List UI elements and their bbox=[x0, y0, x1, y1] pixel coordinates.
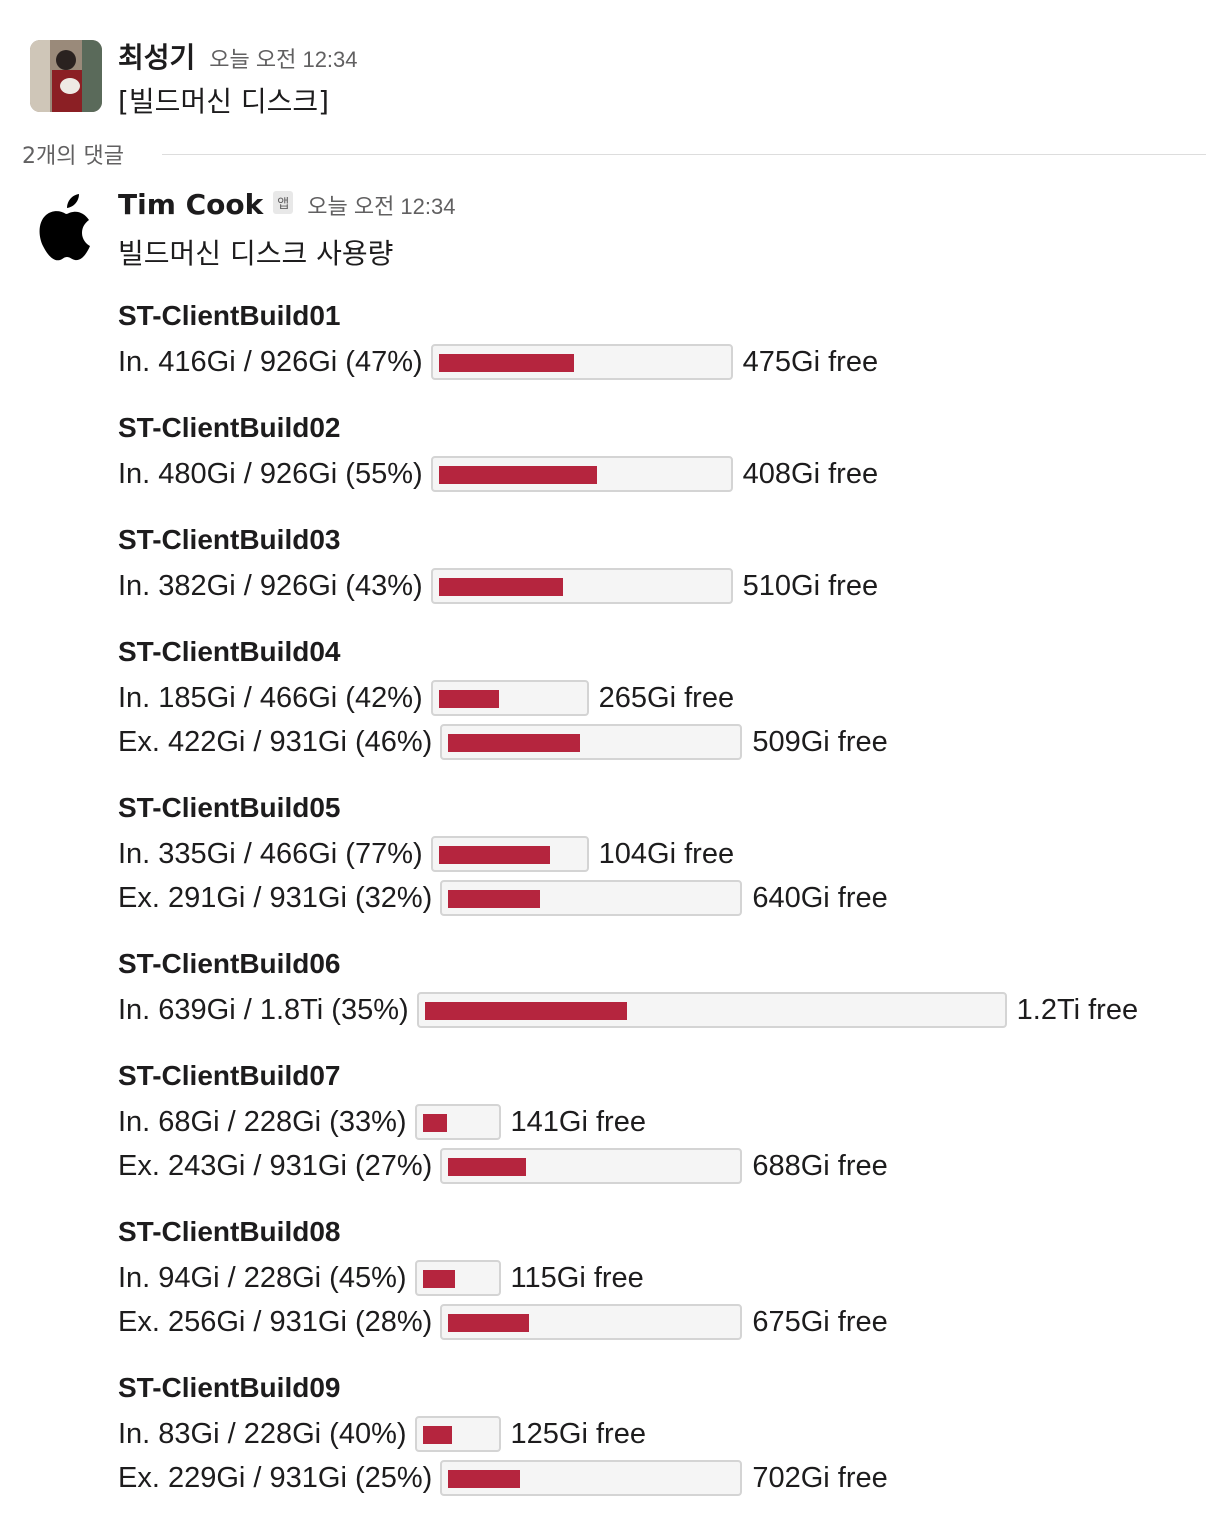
thread-divider: 2개의 댓글 bbox=[22, 138, 1206, 170]
server-name: ST-ClientBuild05 bbox=[118, 792, 341, 823]
user-avatar[interactable] bbox=[30, 40, 102, 112]
server-name: ST-ClientBuild06 bbox=[118, 948, 341, 979]
server-name: ST-ClientBuild02 bbox=[118, 412, 341, 443]
message-header: 최성기 오늘 오전 12:34 bbox=[118, 36, 358, 76]
usage-bar-fill bbox=[422, 1426, 452, 1444]
usage-bar bbox=[416, 992, 1007, 1028]
free-space-label: 688Gi free bbox=[752, 1149, 888, 1182]
disk-usage-label: Ex. 229Gi / 931Gi (25%) bbox=[118, 1461, 433, 1494]
usage-bar-fill bbox=[422, 1114, 447, 1132]
free-space-label: 125Gi free bbox=[510, 1417, 646, 1450]
free-space-label: 640Gi free bbox=[752, 881, 888, 914]
usage-bar bbox=[440, 1148, 743, 1184]
disk-row: In. 94Gi / 228Gi (45%) 115Gi free bbox=[118, 1258, 644, 1298]
disk-row: Ex. 291Gi / 931Gi (32%) 640Gi free bbox=[118, 878, 888, 918]
disk-usage-label: In. 416Gi / 926Gi (47%) bbox=[118, 345, 423, 378]
usage-bar-fill bbox=[438, 354, 574, 372]
usage-bar bbox=[440, 724, 743, 760]
usage-bar-fill bbox=[438, 846, 550, 864]
free-space-label: 408Gi free bbox=[742, 457, 879, 490]
server-name: ST-ClientBuild04 bbox=[118, 636, 341, 667]
message-text: 빌드머신 디스크 사용량 bbox=[118, 237, 394, 270]
disk-row: In. 639Gi / 1.8Ti (35%) 1.2Ti free bbox=[118, 990, 1138, 1030]
timestamp[interactable]: 오늘 오전 12:34 bbox=[307, 194, 456, 219]
free-space-label: 265Gi free bbox=[598, 681, 735, 714]
timestamp[interactable]: 오늘 오전 12:34 bbox=[209, 47, 358, 72]
usage-bar bbox=[414, 1416, 501, 1452]
usage-bar-fill bbox=[448, 734, 581, 752]
disk-row: Ex. 256Gi / 931Gi (28%) 675Gi free bbox=[118, 1302, 888, 1342]
free-space-label: 475Gi free bbox=[742, 345, 879, 378]
usage-bar-fill bbox=[448, 890, 541, 908]
usage-bar-fill bbox=[448, 1158, 527, 1176]
server-name: ST-ClientBuild03 bbox=[118, 524, 341, 555]
usage-bar bbox=[430, 836, 589, 872]
usage-bar bbox=[430, 456, 733, 492]
divider-line bbox=[162, 154, 1206, 155]
disk-usage-label: In. 83Gi / 228Gi (40%) bbox=[118, 1417, 407, 1450]
disk-usage-label: In. 335Gi / 466Gi (77%) bbox=[118, 837, 423, 870]
usage-bar bbox=[440, 880, 743, 916]
disk-row: Ex. 229Gi / 931Gi (25%) 702Gi free bbox=[118, 1458, 888, 1498]
free-space-label: 510Gi free bbox=[742, 569, 879, 602]
disk-usage-label: In. 68Gi / 228Gi (33%) bbox=[118, 1105, 407, 1138]
free-space-label: 104Gi free bbox=[598, 837, 735, 870]
free-space-label: 675Gi free bbox=[752, 1305, 888, 1338]
author-name[interactable]: Tim Cook bbox=[118, 188, 264, 221]
disk-usage-label: In. 480Gi / 926Gi (55%) bbox=[118, 457, 423, 490]
server-name: ST-ClientBuild07 bbox=[118, 1060, 341, 1091]
disk-usage-label: In. 382Gi / 926Gi (43%) bbox=[118, 569, 423, 602]
usage-bar-fill bbox=[424, 1002, 627, 1020]
usage-bar-fill bbox=[422, 1270, 455, 1288]
usage-bar bbox=[414, 1260, 501, 1296]
free-space-label: 141Gi free bbox=[510, 1105, 646, 1138]
usage-bar bbox=[414, 1104, 501, 1140]
usage-bar-fill bbox=[448, 1314, 530, 1332]
disk-usage-label: Ex. 243Gi / 931Gi (27%) bbox=[118, 1149, 433, 1182]
usage-bar-fill bbox=[438, 690, 499, 708]
reply-count[interactable]: 2개의 댓글 bbox=[22, 138, 146, 170]
disk-usage-label: Ex. 422Gi / 931Gi (46%) bbox=[118, 725, 433, 758]
message-text: [빌드머신 디스크] bbox=[118, 85, 330, 118]
disk-row: Ex. 243Gi / 931Gi (27%) 688Gi free bbox=[118, 1146, 888, 1186]
free-space-label: 509Gi free bbox=[752, 725, 888, 758]
disk-row: In. 416Gi / 926Gi (47%) 475Gi free bbox=[118, 342, 878, 382]
usage-bar-fill bbox=[448, 1470, 521, 1488]
disk-row: In. 480Gi / 926Gi (55%) 408Gi free bbox=[118, 454, 878, 494]
message-header: Tim Cook 앱 오늘 오전 12:34 bbox=[118, 188, 455, 221]
server-name: ST-ClientBuild01 bbox=[118, 300, 341, 331]
usage-bar bbox=[430, 344, 733, 380]
disk-usage-label: Ex. 291Gi / 931Gi (32%) bbox=[118, 881, 433, 914]
disk-usage-label: In. 94Gi / 228Gi (45%) bbox=[118, 1261, 407, 1294]
free-space-label: 702Gi free bbox=[752, 1461, 888, 1494]
usage-bar-fill bbox=[438, 578, 563, 596]
free-space-label: 1.2Ti free bbox=[1016, 993, 1139, 1026]
disk-row: In. 83Gi / 228Gi (40%) 125Gi free bbox=[118, 1414, 646, 1454]
disk-row: In. 335Gi / 466Gi (77%) 104Gi free bbox=[118, 834, 734, 874]
app-badge: 앱 bbox=[273, 191, 294, 214]
usage-bar bbox=[430, 568, 733, 604]
disk-usage-label: In. 639Gi / 1.8Ti (35%) bbox=[118, 993, 409, 1026]
apple-logo-icon[interactable] bbox=[34, 192, 98, 264]
disk-row: Ex. 422Gi / 931Gi (46%) 509Gi free bbox=[118, 722, 888, 762]
usage-bar bbox=[440, 1304, 743, 1340]
disk-row: In. 185Gi / 466Gi (42%) 265Gi free bbox=[118, 678, 734, 718]
usage-bar-fill bbox=[438, 466, 597, 484]
server-name: ST-ClientBuild08 bbox=[118, 1216, 341, 1247]
disk-row: In. 382Gi / 926Gi (43%) 510Gi free bbox=[118, 566, 878, 606]
usage-bar bbox=[440, 1460, 743, 1496]
free-space-label: 115Gi free bbox=[510, 1261, 644, 1294]
disk-usage-label: Ex. 256Gi / 931Gi (28%) bbox=[118, 1305, 433, 1338]
server-name: ST-ClientBuild09 bbox=[118, 1372, 341, 1403]
disk-row: In. 68Gi / 228Gi (33%) 141Gi free bbox=[118, 1102, 646, 1142]
disk-usage-label: In. 185Gi / 466Gi (42%) bbox=[118, 681, 423, 714]
author-name[interactable]: 최성기 bbox=[118, 41, 196, 74]
usage-bar bbox=[430, 680, 589, 716]
